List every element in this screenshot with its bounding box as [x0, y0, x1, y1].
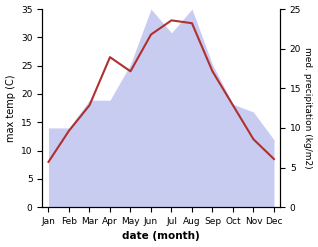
X-axis label: date (month): date (month) [122, 231, 200, 242]
Y-axis label: max temp (C): max temp (C) [5, 74, 16, 142]
Y-axis label: med. precipitation (kg/m2): med. precipitation (kg/m2) [303, 47, 313, 169]
